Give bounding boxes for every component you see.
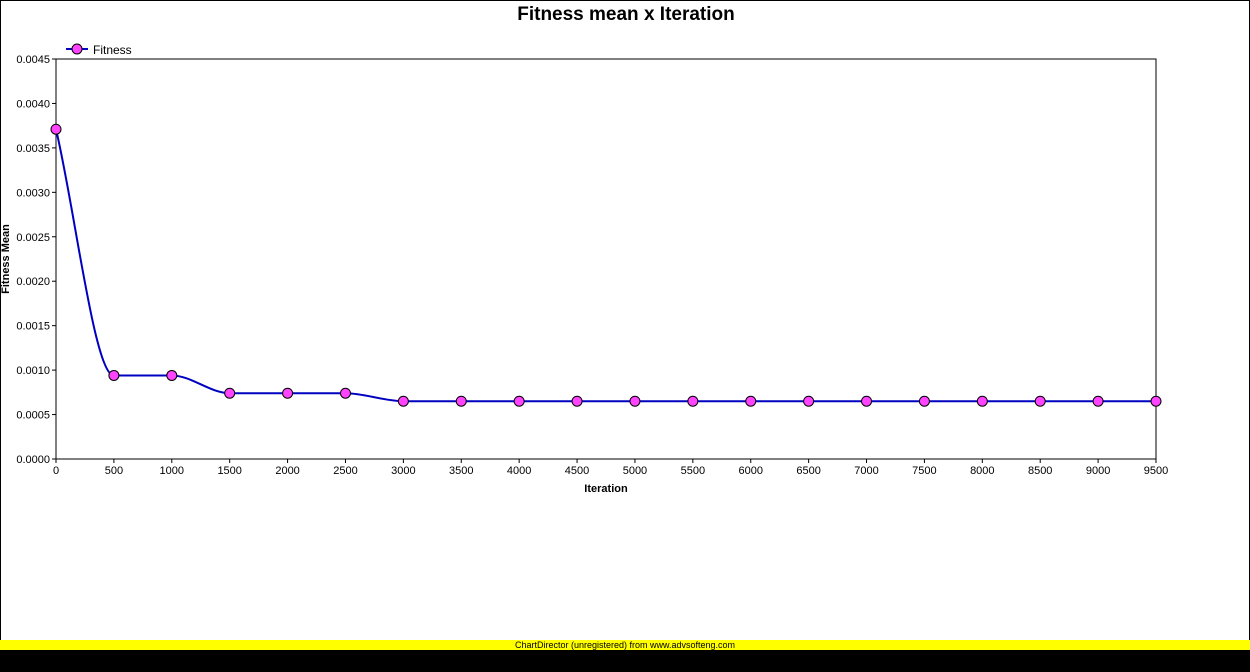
data-point bbox=[339, 387, 351, 399]
watermark-bar: ChartDirector (unregistered) from www.ad… bbox=[0, 640, 1250, 650]
data-point bbox=[629, 395, 641, 407]
x-tick-label: 8500 bbox=[1028, 465, 1052, 477]
y-tick-label: 0.0010 bbox=[16, 365, 50, 377]
data-point bbox=[571, 395, 583, 407]
x-tick-label: 2500 bbox=[333, 465, 357, 477]
y-axis-label: Fitness Mean bbox=[1, 224, 12, 294]
data-point bbox=[282, 387, 294, 399]
line-chart: Fitness mean x Iteration Fitness 0.00000… bbox=[1, 4, 1168, 495]
data-point bbox=[1092, 395, 1104, 407]
x-tick-label: 8000 bbox=[970, 465, 994, 477]
x-tick-label: 4500 bbox=[565, 465, 589, 477]
x-tick-label: 3000 bbox=[391, 465, 415, 477]
plot-area bbox=[55, 58, 1157, 460]
x-tick-label: 500 bbox=[105, 465, 123, 477]
data-point bbox=[224, 387, 236, 399]
y-tick-label: 0.0045 bbox=[16, 54, 50, 66]
data-point bbox=[861, 395, 873, 407]
x-axis-label: Iteration bbox=[584, 483, 628, 495]
x-tick-label: 7500 bbox=[912, 465, 936, 477]
y-tick-label: 0.0000 bbox=[16, 454, 50, 466]
x-tick-label: 7000 bbox=[854, 465, 878, 477]
data-points bbox=[50, 123, 1162, 407]
y-tick-label: 0.0025 bbox=[16, 232, 50, 244]
data-point bbox=[687, 395, 699, 407]
data-point bbox=[745, 395, 757, 407]
x-tick-label: 9500 bbox=[1144, 465, 1168, 477]
data-point bbox=[397, 395, 409, 407]
data-point bbox=[1150, 395, 1162, 407]
data-point bbox=[455, 395, 467, 407]
x-tick-label: 6500 bbox=[796, 465, 820, 477]
x-axis-ticks: 0 500 1000 1500 2000 2500 3000 3500 4000 4500 5000… bbox=[53, 459, 1168, 477]
chart-frame: Fitness mean x Iteration Fitness 0.0000 0… bbox=[0, 0, 1250, 642]
series-line-fitness bbox=[55, 128, 1156, 403]
data-point bbox=[803, 395, 815, 407]
legend-label: Fitness bbox=[93, 43, 132, 57]
data-point bbox=[918, 395, 930, 407]
data-point bbox=[513, 395, 525, 407]
data-point bbox=[1034, 395, 1046, 407]
x-tick-label: 0 bbox=[53, 465, 59, 477]
legend: Fitness bbox=[66, 43, 132, 57]
data-point bbox=[108, 369, 120, 381]
watermark-text: ChartDirector (unregistered) from www.ad… bbox=[514, 640, 736, 650]
y-tick-label: 0.0030 bbox=[16, 187, 50, 199]
y-tick-label: 0.0015 bbox=[16, 321, 50, 333]
y-tick-label: 0.0040 bbox=[16, 98, 50, 110]
legend-marker-swatch bbox=[71, 43, 83, 55]
y-tick-label: 0.0005 bbox=[16, 410, 50, 422]
x-tick-label: 2000 bbox=[275, 465, 299, 477]
data-point bbox=[50, 123, 62, 135]
x-tick-label: 5500 bbox=[681, 465, 705, 477]
data-point bbox=[976, 395, 988, 407]
chart-title: Fitness mean x Iteration bbox=[517, 4, 735, 25]
y-axis-ticks: 0.0000 0.0005 0.0010 0.0015 0.0020 0.0025 0.00… bbox=[16, 54, 56, 466]
y-tick-label: 0.0035 bbox=[16, 143, 50, 155]
x-tick-label: 1500 bbox=[217, 465, 241, 477]
x-tick-label: 4000 bbox=[507, 465, 531, 477]
x-tick-label: 6000 bbox=[738, 465, 762, 477]
x-tick-label: 1000 bbox=[160, 465, 184, 477]
x-tick-label: 5000 bbox=[623, 465, 647, 477]
data-point bbox=[166, 369, 178, 381]
bottom-bar bbox=[0, 650, 1250, 672]
x-tick-label: 9000 bbox=[1086, 465, 1110, 477]
x-tick-label: 3500 bbox=[449, 465, 473, 477]
y-tick-label: 0.0020 bbox=[16, 276, 50, 288]
